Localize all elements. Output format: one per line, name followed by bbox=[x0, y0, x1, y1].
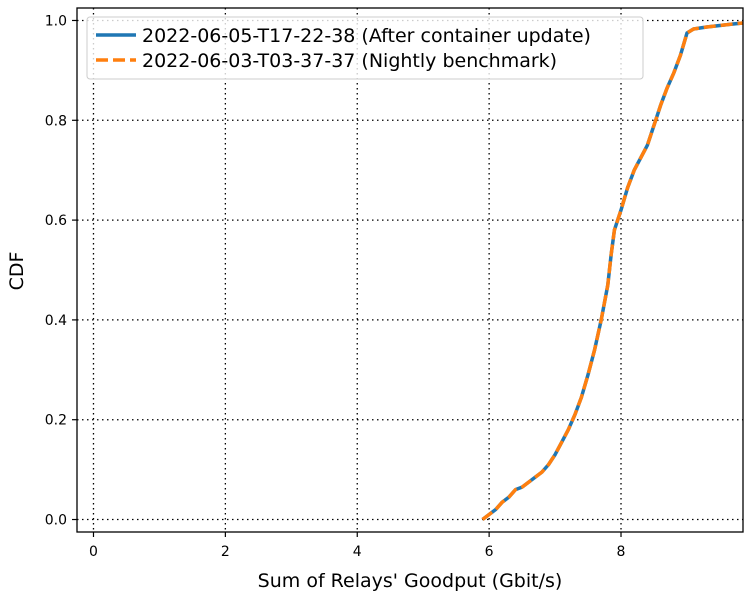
x-tick-label: 4 bbox=[353, 544, 362, 560]
y-tick-label: 0.4 bbox=[45, 313, 67, 329]
x-tick-label: 0 bbox=[89, 544, 98, 560]
series-line-after-container-update bbox=[481, 21, 744, 521]
series-line-nightly-benchmark bbox=[481, 21, 744, 521]
y-axis-label: CDF bbox=[6, 252, 28, 291]
y-axis-ticks: 0.0 0.2 0.4 0.6 0.8 1.0 bbox=[45, 13, 77, 529]
y-tick-label: 0.8 bbox=[45, 113, 67, 129]
legend-box bbox=[86, 16, 644, 80]
y-tick-label: 0.6 bbox=[45, 213, 67, 229]
series-layer bbox=[481, 21, 744, 521]
x-axis-ticks: 0 2 4 6 8 bbox=[89, 532, 625, 560]
x-axis-label: Sum of Relays' Goodput (Gbit/s) bbox=[258, 570, 563, 592]
x-tick-label: 2 bbox=[221, 544, 230, 560]
legend-label-after-container-update: 2022-06-05-T17-22-38 (After container up… bbox=[142, 25, 591, 47]
grid-lines bbox=[77, 8, 743, 532]
legend-label-nightly-benchmark: 2022-06-03-T03-37-37 (Nightly benchmark) bbox=[142, 50, 557, 72]
x-tick-label: 8 bbox=[617, 544, 626, 560]
x-tick-label: 6 bbox=[485, 544, 494, 560]
plot-frame bbox=[76, 7, 744, 533]
y-tick-label: 0.0 bbox=[45, 513, 67, 529]
y-tick-label: 1.0 bbox=[45, 13, 67, 29]
y-tick-label: 0.2 bbox=[45, 413, 67, 429]
legend: 2022-06-05-T17-22-38 (After container up… bbox=[86, 16, 644, 80]
